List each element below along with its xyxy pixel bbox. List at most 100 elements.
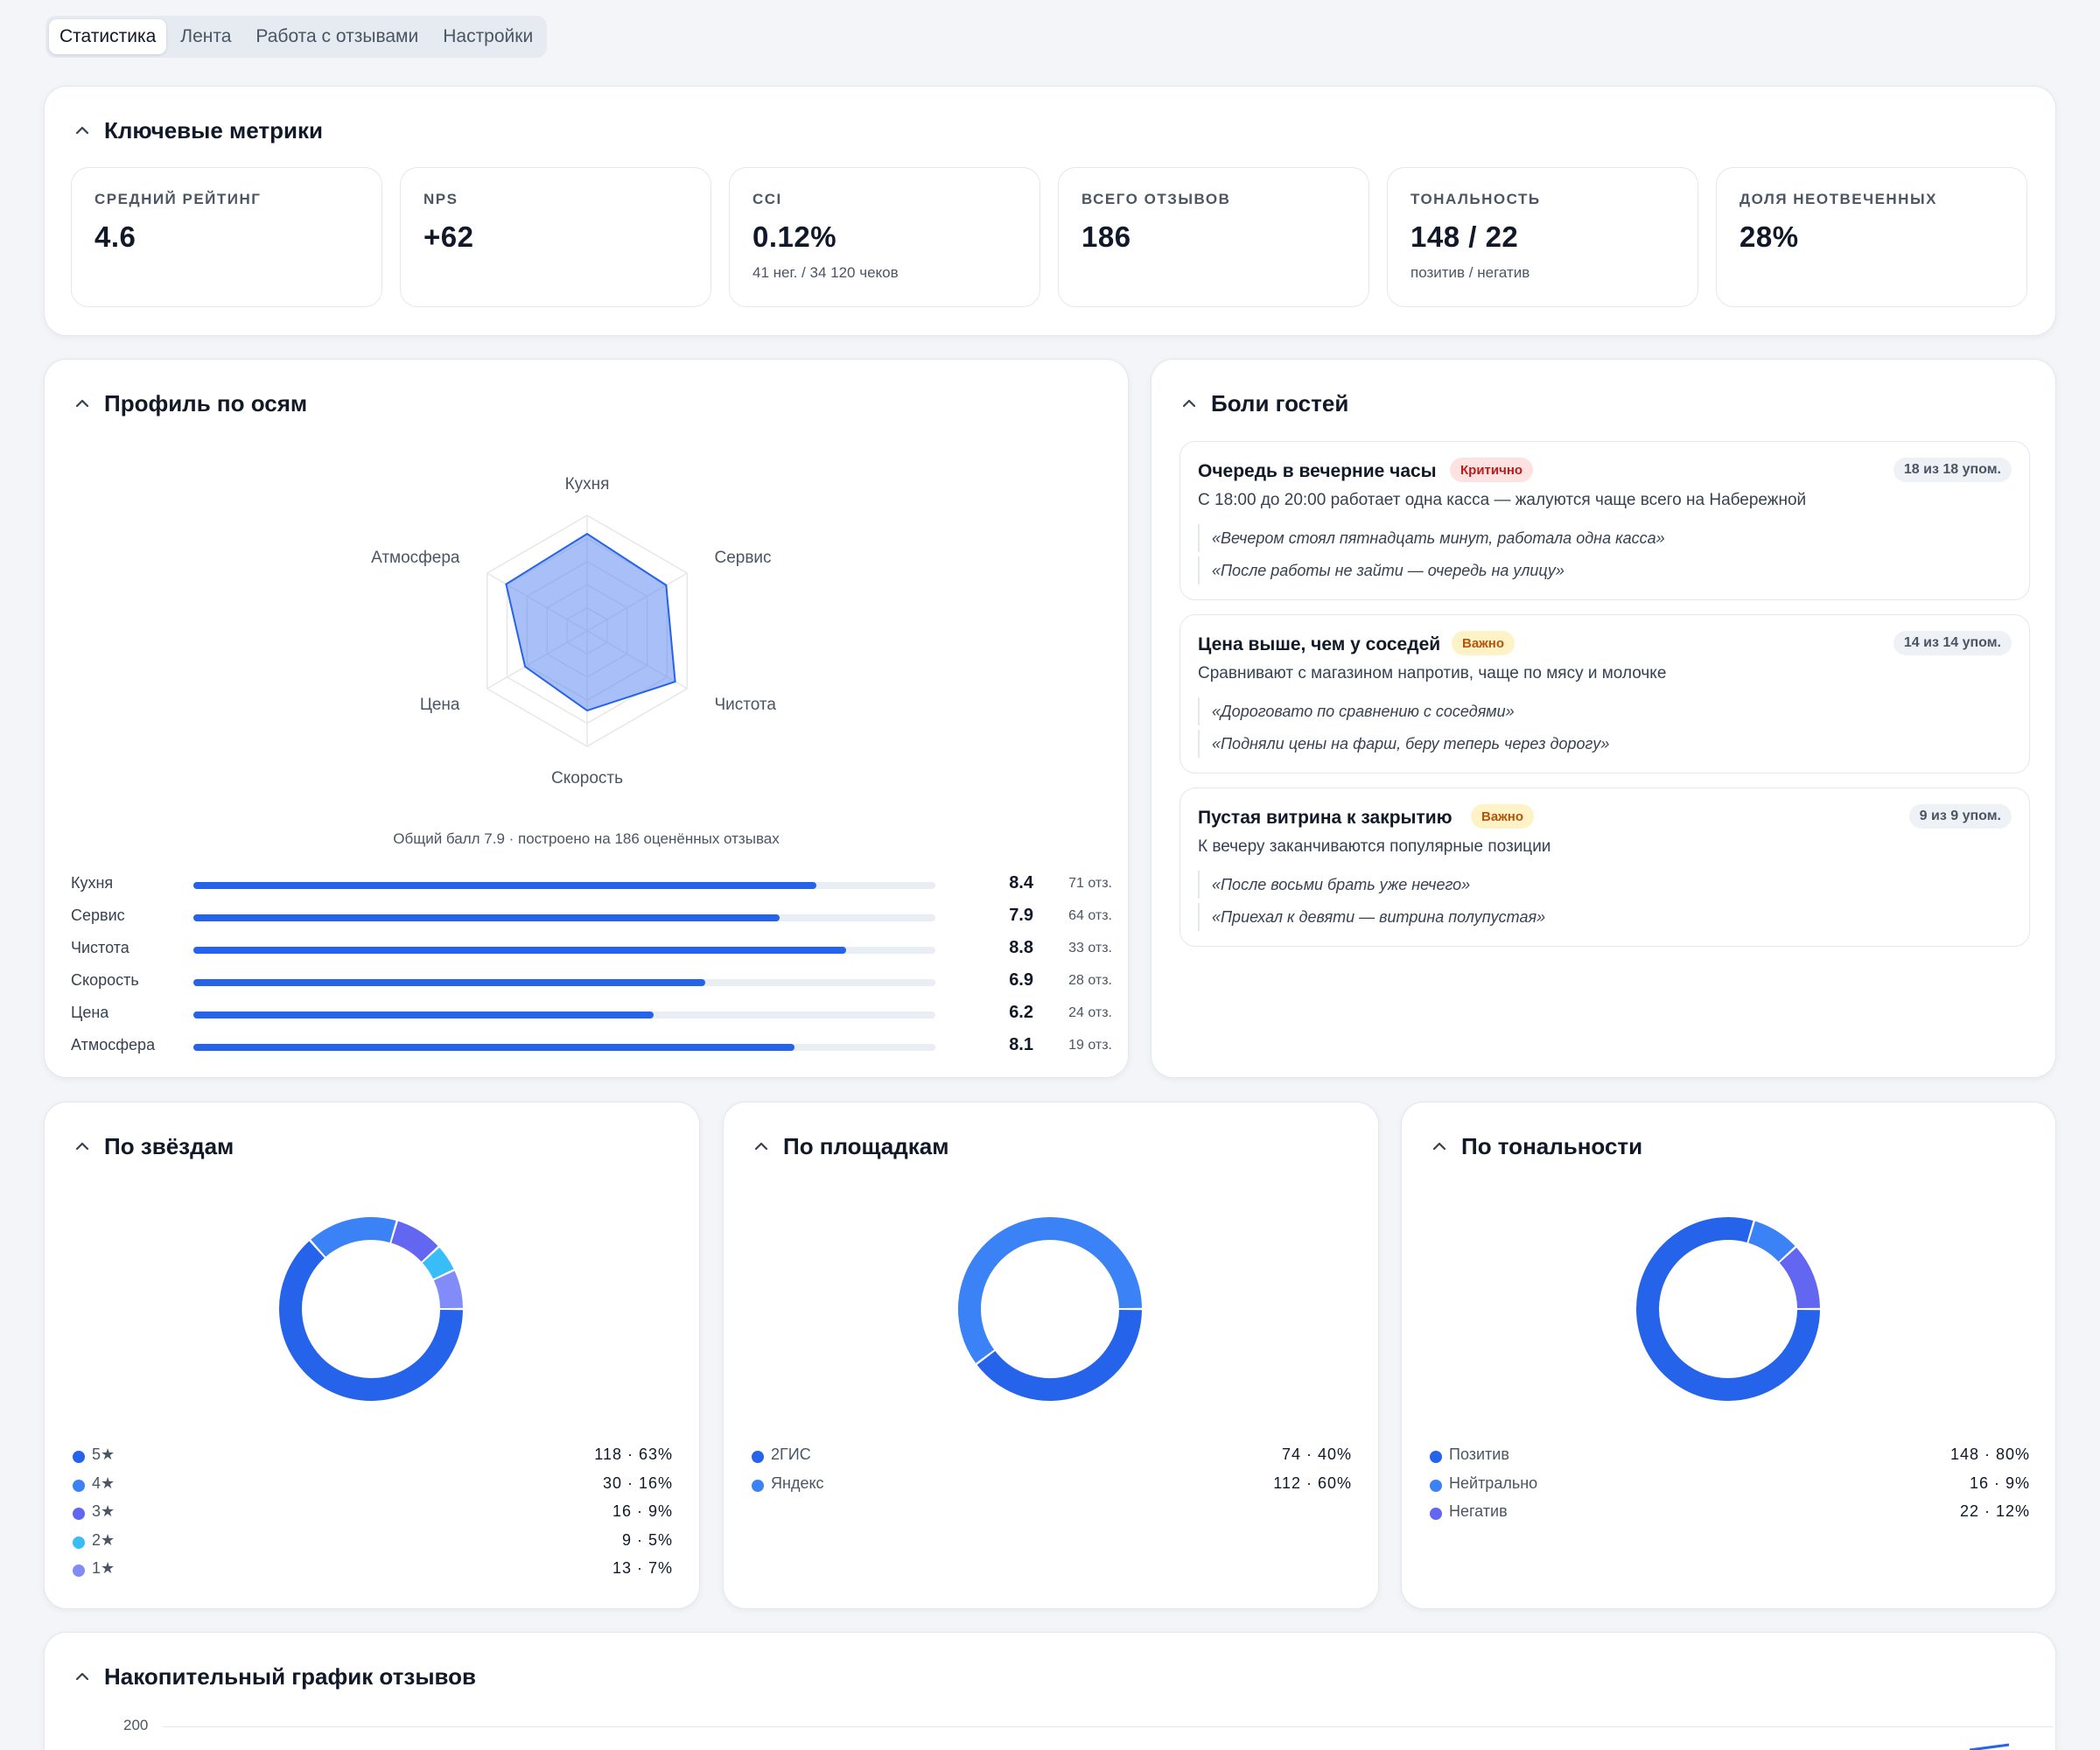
legend-item: 4★ 30 · 16% [71,1472,675,1496]
pain-quote: «Подняли цены на фарш, беру теперь через… [1198,730,1609,758]
donut-slice[interactable] [1779,1247,1820,1309]
radar-axis-label: Скорость [551,769,623,788]
axis-score: 8.1 [1009,1035,1033,1054]
legend-color-dot [73,1536,85,1549]
metric-total-reviews: ВСЕГО ОТЗЫВОВ 186 [1058,167,1369,307]
axis-review-count: 19 отз. [1068,1038,1112,1053]
pain-item[interactable]: Пустая витрина к закрытию Важно 9 из 9 у… [1180,788,2030,947]
legend-label: Яндекс [771,1474,824,1492]
collapse-chevron-icon[interactable] [73,394,92,413]
radar-area [505,532,676,712]
collapse-chevron-icon[interactable] [73,1137,92,1156]
legend-value: 22 · 12% [1959,1502,2030,1520]
radar-caption: Общий балл 7.9 · построено на 186 оценён… [393,830,780,847]
pain-item[interactable]: Очередь в вечерние часы Критично 18 из 1… [1180,441,2030,600]
mentions-badge: 14 из 14 упом. [1893,631,2012,655]
axis-score-track [193,1044,935,1051]
legend-item: 2★ 9 · 5% [71,1529,675,1553]
card-title: По тональности [1461,1132,1643,1159]
metric-unanswered-share: ДОЛЯ НЕОТВЕЧЕННЫХ 28% [1716,167,2027,307]
severity-badge: Важно [1452,631,1516,655]
legend-label: 2ГИС [771,1446,811,1463]
legend-label: 3★ [92,1502,116,1520]
axis-name: Скорость [71,971,139,989]
collapse-chevron-icon[interactable] [752,1137,771,1156]
metric-value: 186 [1082,220,1131,253]
axis-review-count: 71 отз. [1068,876,1112,891]
donut-slice[interactable] [958,1217,1142,1363]
legend-value: 13 · 7% [612,1559,673,1577]
collapse-chevron-icon[interactable] [1180,394,1199,413]
donut-slice[interactable] [1747,1221,1796,1263]
axis-score-row: Кухня 8.4 71 отз. [71,871,1121,897]
metric-subtext: позитив / негатив [1410,264,1530,281]
axis-score-row: Сервис 7.9 64 отз. [71,903,1121,929]
mentions-badge: 9 из 9 упом. [1908,804,2012,829]
axis-score: 8.8 [1009,938,1033,957]
tab-statistics[interactable]: Статистика [49,19,167,54]
tab-feed[interactable]: Лента [180,26,232,46]
card-title: Ключевые метрики [104,116,323,144]
card-title: Профиль по осям [104,389,308,416]
axis-score-row: Цена 6.2 24 отз. [71,1000,1121,1026]
donut-slice[interactable] [1636,1217,1820,1401]
pain-description: К вечеру заканчиваются популярные позици… [1198,837,1551,856]
collapse-chevron-icon[interactable] [73,1667,92,1686]
legend-item: Позитив 148 · 80% [1428,1443,2031,1467]
metric-value: 4.6 [94,220,136,253]
donut-slice[interactable] [311,1217,396,1257]
tab-settings[interactable]: Настройки [443,26,534,46]
mentions-badge: 18 из 18 упом. [1893,458,2012,482]
donut-slice[interactable] [976,1309,1142,1401]
legend-value: 16 · 9% [1969,1474,2030,1492]
cumulative-line [1969,1743,2010,1750]
metric-value: 148 / 22 [1410,220,1519,253]
legend-value: 16 · 9% [612,1502,673,1520]
metric-label: ВСЕГО ОТЗЫВОВ [1082,191,1231,207]
donut-slice[interactable] [279,1241,463,1401]
axis-score-track [193,882,935,889]
donut-slice[interactable] [422,1247,454,1279]
axis-score-fill [193,914,780,921]
legend-item: Нейтрально 16 · 9% [1428,1472,2031,1496]
axis-name: Сервис [71,906,125,924]
main-tabs: Статистика Лента Работа с отзывами Настр… [46,16,548,58]
metric-label: ТОНАЛЬНОСТЬ [1410,191,1541,207]
legend-label: 4★ [92,1474,116,1492]
axis-review-count: 33 отз. [1068,941,1112,956]
axis-score-row: Чистота 8.8 33 отз. [71,935,1121,962]
legend-color-dot [1430,1508,1442,1520]
legend-value: 118 · 63% [594,1446,673,1463]
axis-score-fill [193,979,706,986]
legend-color-dot [73,1451,85,1463]
pain-description: С 18:00 до 20:00 работает одна касса — ж… [1198,491,1807,509]
metric-cci: CCI 0.12% 41 нег. / 34 120 чеков [729,167,1040,307]
pain-item[interactable]: Цена выше, чем у соседей Важно 14 из 14 … [1180,614,2030,774]
tab-reviews-work[interactable]: Работа с отзывами [256,26,419,46]
metric-value: 0.12% [752,220,837,253]
key-metrics-card: Ключевые метрики СРЕДНИЙ РЕЙТИНГ 4.6 NPS… [44,86,2056,336]
y-axis-tick: 200 [123,1717,149,1733]
legend-label: 1★ [92,1559,116,1577]
pain-quote: «Дороговато по сравнению с соседями» [1198,697,1515,725]
collapse-chevron-icon[interactable] [1430,1137,1449,1156]
axis-score-track [193,947,935,954]
donut-chart [279,1217,463,1401]
axis-review-count: 28 отз. [1068,973,1112,988]
metric-avg-rating: СРЕДНИЙ РЕЙТИНГ 4.6 [71,167,382,307]
legend-value: 74 · 40% [1281,1446,1352,1463]
metric-nps: NPS +62 [400,167,711,307]
metric-label: ДОЛЯ НЕОТВЕЧЕННЫХ [1740,191,1937,207]
legend-label: 5★ [92,1446,116,1463]
legend-color-dot [752,1479,764,1492]
card-title: По звёздам [104,1132,234,1159]
donut-slice[interactable] [433,1270,463,1309]
donut-slice[interactable] [390,1221,438,1263]
pain-title: Пустая витрина к закрытию [1198,808,1452,828]
severity-badge: Критично [1450,458,1534,482]
radar-axis-label: Чистота [714,696,776,714]
radar-axis-label: Цена [420,696,460,714]
pain-title: Цена выше, чем у соседей [1198,634,1441,654]
legend-item: Яндекс 112 · 60% [750,1472,1354,1496]
collapse-chevron-icon[interactable] [73,121,92,140]
